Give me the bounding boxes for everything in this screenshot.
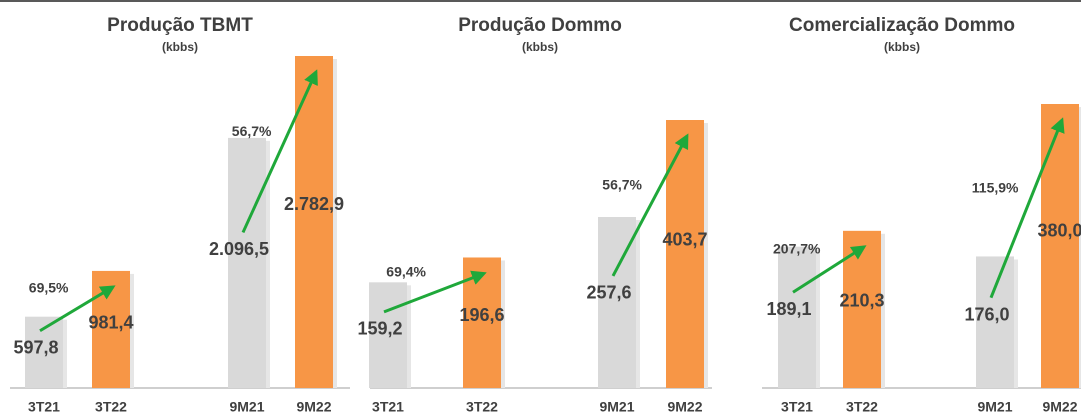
- growth-label: 115,9%: [972, 180, 1019, 196]
- growth-label: 56,7%: [602, 177, 642, 193]
- bar: [778, 246, 816, 388]
- growth-arrow: [989, 117, 1065, 299]
- value-label: 210,3: [839, 290, 884, 310]
- value-label: 189,1: [766, 299, 811, 319]
- growth-label: 56,7%: [232, 123, 272, 139]
- value-label: 403,7: [662, 229, 707, 249]
- growth-arrow: [611, 133, 689, 277]
- x-tick-label: 3T22: [466, 399, 498, 415]
- growth-label: 69,5%: [29, 280, 69, 296]
- x-tick-label: 3T21: [28, 399, 60, 415]
- chart-title: Produção TBMT: [107, 15, 253, 36]
- value-label: 380,0: [1037, 221, 1081, 241]
- x-tick-label: 3T21: [372, 399, 404, 415]
- chart-subtitle: (kbbs): [162, 40, 198, 54]
- growth-arrow: [39, 285, 116, 333]
- bar: [976, 256, 1014, 388]
- bar: [228, 137, 266, 388]
- chart-subtitle: (kbbs): [884, 40, 920, 54]
- x-tick-label: 9M22: [1042, 399, 1077, 415]
- bar: [1041, 104, 1079, 388]
- x-tick-label: 9M21: [599, 399, 634, 415]
- bar: [295, 56, 333, 388]
- chart-title: Comercialização Dommo: [789, 15, 1015, 36]
- x-tick-label: 9M22: [667, 399, 702, 415]
- bar: [369, 282, 407, 388]
- x-tick-label: 3T22: [95, 399, 127, 415]
- value-label: 2.096,5: [209, 239, 269, 259]
- growth-label: 69,4%: [386, 263, 426, 279]
- x-tick-label: 3T21: [781, 399, 813, 415]
- value-label: 2.782,9: [284, 194, 344, 214]
- x-tick-label: 9M21: [977, 399, 1012, 415]
- value-label: 159,2: [357, 319, 402, 339]
- growth-arrow: [792, 245, 867, 294]
- growth-arrow: [383, 270, 487, 314]
- x-tick-label: 3T22: [846, 399, 878, 415]
- x-tick-label: 9M21: [229, 399, 264, 415]
- chart-title: Produção Dommo: [458, 15, 622, 36]
- value-label: 257,6: [586, 283, 631, 303]
- x-tick-label: 9M22: [296, 399, 331, 415]
- value-label: 176,0: [964, 304, 1009, 324]
- bar: [666, 120, 704, 388]
- chart-subtitle: (kbbs): [522, 40, 558, 54]
- value-label: 196,6: [459, 305, 504, 325]
- value-label: 981,4: [88, 312, 133, 332]
- growth-arrow: [241, 69, 318, 234]
- value-label: 597,8: [13, 338, 58, 358]
- growth-label: 207,7%: [773, 240, 821, 256]
